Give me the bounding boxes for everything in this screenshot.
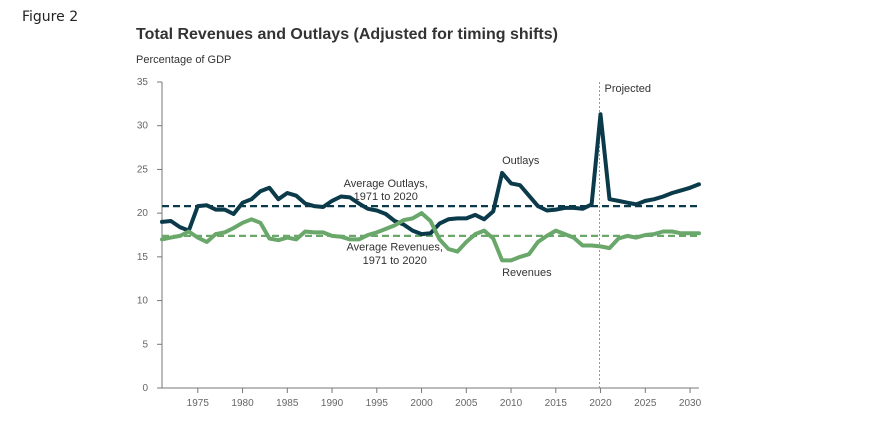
x-tick-label: 1980 xyxy=(231,398,254,409)
projection-marker: Projected xyxy=(599,82,651,388)
x-axis: 1975 1980 1985 1990 1995 2000 2005 2010 2015 2020… xyxy=(162,387,702,409)
x-tick-label: 2000 xyxy=(410,398,433,409)
avg-outlays-label-line2: 1971 to 2020 xyxy=(354,191,418,203)
y-tick-label: 35 xyxy=(137,77,149,88)
revenues-series-label: Revenues xyxy=(502,267,552,279)
x-tick-label: 1975 xyxy=(187,398,210,409)
y-tick-label: 15 xyxy=(137,252,149,263)
y-axis: 0 5 10 15 20 25 30 35 xyxy=(137,77,163,394)
series-lines xyxy=(160,112,701,263)
x-tick-label: 2020 xyxy=(589,398,612,409)
outlays-series-line xyxy=(160,112,701,237)
avg-revenues-label-line2: 1971 to 2020 xyxy=(363,255,427,267)
chart-title: Total Revenues and Outlays (Adjusted for… xyxy=(136,26,558,43)
outlays-series-label: Outlays xyxy=(502,155,540,167)
x-tick-label: 1995 xyxy=(366,398,389,409)
projected-label: Projected xyxy=(605,83,651,95)
y-tick-label: 25 xyxy=(137,164,149,175)
x-tick-label: 2025 xyxy=(634,398,657,409)
y-tick-label: 20 xyxy=(137,208,149,219)
y-tick-label: 0 xyxy=(142,383,148,394)
y-tick-label: 10 xyxy=(137,296,149,307)
y-tick-label: 30 xyxy=(137,121,149,132)
x-tick-label: 1990 xyxy=(321,398,344,409)
average-lines xyxy=(162,205,699,237)
figure-label: Figure 2 xyxy=(22,9,79,25)
y-tick-label: 5 xyxy=(142,339,148,350)
avg-outlays-label-line1: Average Outlays, xyxy=(344,178,428,190)
x-tick-label: 2030 xyxy=(679,398,702,409)
x-tick-label: 2010 xyxy=(500,398,523,409)
revenues-series-line xyxy=(160,211,701,263)
x-tick-label: 1985 xyxy=(276,398,299,409)
x-tick-label: 2005 xyxy=(455,398,478,409)
x-tick-label: 2015 xyxy=(545,398,568,409)
y-axis-label: Percentage of GDP xyxy=(136,54,232,66)
avg-revenues-label-line1: Average Revenues, xyxy=(346,242,442,254)
